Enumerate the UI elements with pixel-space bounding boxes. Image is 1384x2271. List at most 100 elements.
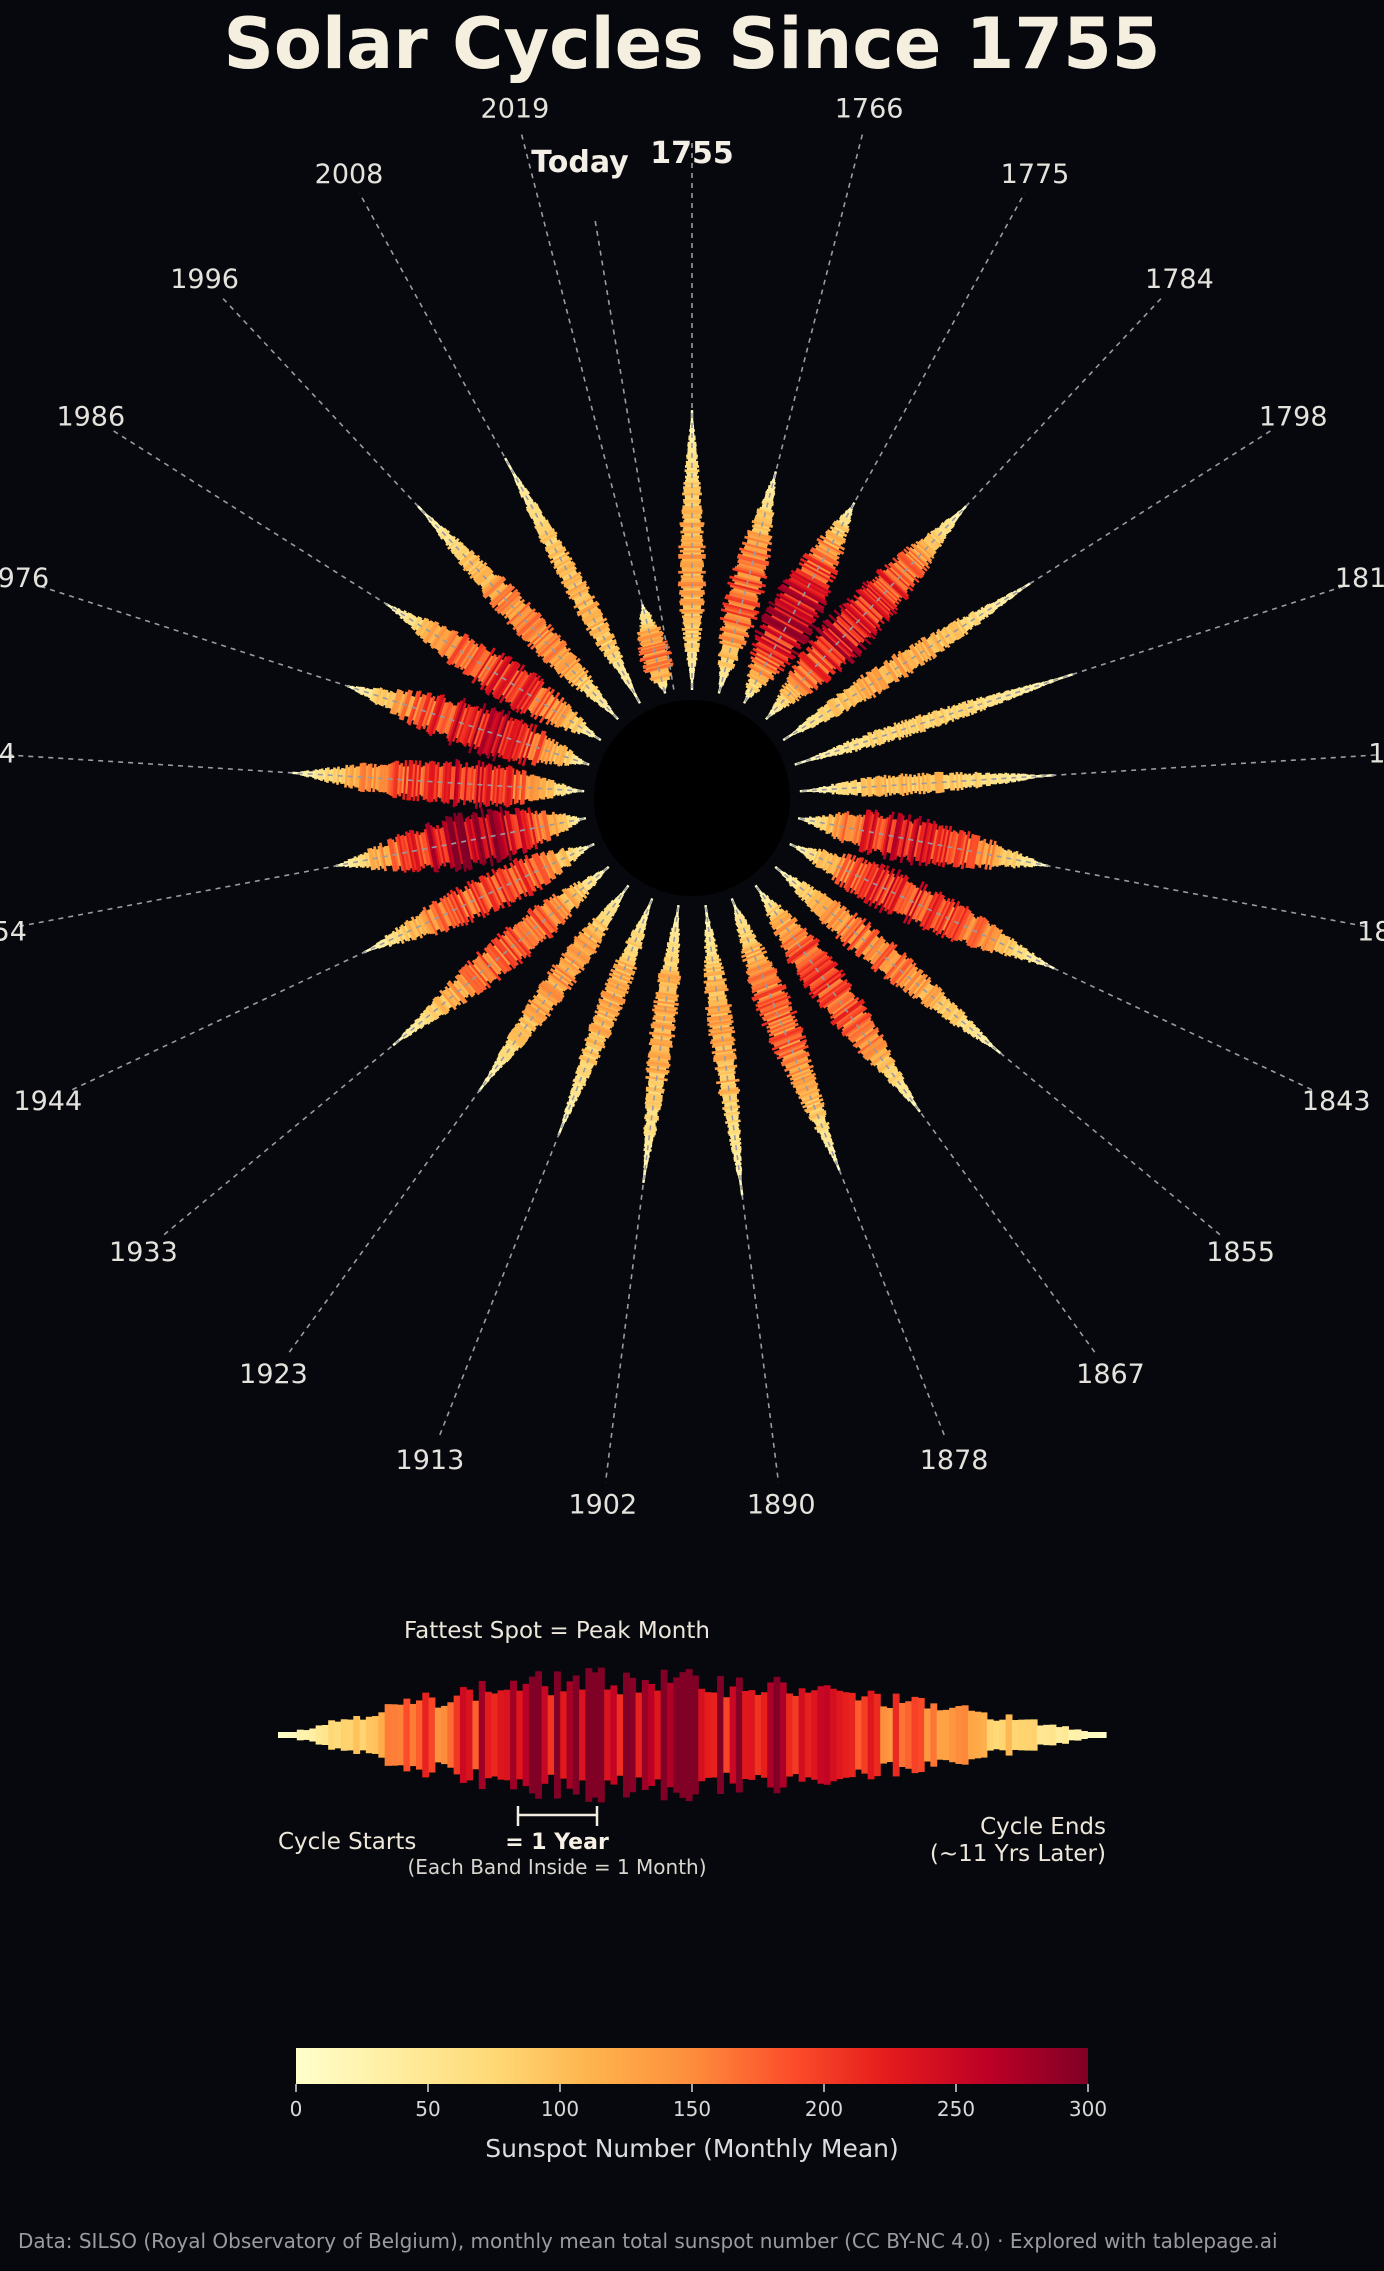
cycle-spike-1923 xyxy=(477,884,630,1092)
legend-month-band xyxy=(704,1692,712,1778)
legend-month-band xyxy=(924,1708,931,1762)
legend-month-band xyxy=(905,1701,913,1769)
colorbar-tick-label: 300 xyxy=(1069,2097,1107,2121)
legend-month-band xyxy=(566,1681,574,1789)
legend-month-band xyxy=(761,1692,768,1778)
colorbar-tick-label: 150 xyxy=(673,2097,711,2121)
cycle-spike-1913 xyxy=(557,897,654,1136)
legend-month-band xyxy=(447,1702,455,1768)
sun-center-disk xyxy=(594,700,790,896)
legend-month-band xyxy=(585,1668,593,1802)
colorbar-tick-label: 200 xyxy=(805,2097,843,2121)
legend-month-band xyxy=(403,1698,411,1772)
legend-month-band xyxy=(679,1672,687,1798)
year-label-1964: 1964 xyxy=(0,738,16,769)
legend-example-spot xyxy=(278,1667,1107,1803)
legend-month-band xyxy=(1037,1725,1044,1745)
leader-line-1878 xyxy=(731,900,947,1440)
legend-month-band xyxy=(754,1694,762,1776)
year-label-1944: 1944 xyxy=(13,1086,82,1117)
legend-month-band xyxy=(1074,1729,1082,1741)
legend-month-band xyxy=(955,1706,963,1764)
year-label-1902: 1902 xyxy=(568,1489,637,1520)
leader-line-1890 xyxy=(705,906,780,1483)
legend-month-band xyxy=(579,1689,586,1781)
leader-line-1798 xyxy=(784,427,1276,740)
leader-line-1823 xyxy=(801,753,1381,792)
legend-month-band xyxy=(516,1690,524,1780)
legend-month-band xyxy=(434,1707,442,1763)
legend-month-band xyxy=(503,1689,511,1781)
colorbar-tick-label: 100 xyxy=(541,2097,579,2121)
legend-month-band xyxy=(510,1680,517,1790)
year-label-1890: 1890 xyxy=(747,1489,816,1520)
legend-month-band xyxy=(610,1685,618,1785)
legend-month-band xyxy=(353,1716,361,1754)
legend-month-band xyxy=(660,1669,668,1801)
colorbar-ticks: 0 50 100 150 200 250 300 xyxy=(290,2084,1107,2121)
legend-month-band xyxy=(278,1732,285,1738)
legend-month-band xyxy=(315,1725,323,1745)
year-label-1986: 1986 xyxy=(56,402,125,433)
legend-month-band xyxy=(1005,1714,1013,1756)
legend-month-band xyxy=(397,1704,405,1766)
legend-month-band xyxy=(830,1688,837,1782)
legend-month-band xyxy=(773,1676,781,1794)
legend-month-band xyxy=(842,1692,850,1778)
cycle-spike-1833 xyxy=(797,809,1049,870)
legend-month-band xyxy=(892,1693,900,1777)
legend-month-band xyxy=(723,1697,731,1773)
leader-line-1913 xyxy=(437,900,653,1440)
legend-month-band xyxy=(873,1693,881,1777)
band-note: (Each Band Inside = 1 Month) xyxy=(407,1855,706,1879)
legend-month-band xyxy=(284,1732,292,1738)
legend-month-band xyxy=(459,1687,467,1783)
legend-month-band xyxy=(685,1668,693,1802)
colorbar-label: Sunspot Number (Monthly Mean) xyxy=(485,2134,899,2163)
footer-credit: Data: SILSO (Royal Observatory of Belgiu… xyxy=(18,2229,1278,2253)
leader-line-1784 xyxy=(766,294,1165,719)
colorbar-tick-label: 0 xyxy=(290,2097,303,2121)
legend-month-band xyxy=(1068,1729,1076,1741)
one-year-scale-label: = 1 Year xyxy=(505,1830,609,1855)
leader-line-1923 xyxy=(285,886,628,1357)
year-label-2019: 2019 xyxy=(481,93,550,124)
legend-month-band xyxy=(535,1671,543,1799)
legend-month-band xyxy=(1062,1726,1069,1744)
legend-month-band xyxy=(1087,1732,1095,1738)
leader-line-1810 xyxy=(796,584,1349,765)
legend-month-band xyxy=(717,1675,724,1795)
year-label-1823: 1823 xyxy=(1368,738,1384,769)
legend-month-band xyxy=(616,1694,624,1776)
legend-month-band xyxy=(641,1679,649,1791)
legend-month-band xyxy=(384,1704,392,1766)
legend-month-band xyxy=(1049,1724,1057,1746)
legend-month-band xyxy=(792,1695,800,1775)
year-label-1923: 1923 xyxy=(239,1359,308,1390)
cycle-spike-1976 xyxy=(346,684,590,767)
legend-month-band xyxy=(309,1728,317,1742)
legend-month-band xyxy=(692,1675,699,1795)
legend-month-band xyxy=(560,1691,568,1779)
legend-month-band xyxy=(478,1680,486,1790)
legend-month-band xyxy=(328,1720,336,1750)
legend-month-band xyxy=(673,1677,681,1793)
one-year-scale-bracket xyxy=(516,1806,599,1826)
legend-month-band xyxy=(604,1689,612,1781)
year-label-1798: 1798 xyxy=(1259,402,1328,433)
legend-month-band xyxy=(372,1716,379,1754)
legend-month-band xyxy=(528,1676,536,1794)
year-label-1775: 1775 xyxy=(1001,159,1070,190)
legend-month-band xyxy=(1099,1732,1107,1738)
legend-month-band xyxy=(340,1719,348,1751)
legend-month-band xyxy=(798,1688,806,1782)
legend-month-band xyxy=(936,1710,944,1760)
legend-month-band xyxy=(296,1729,304,1741)
legend-month-band xyxy=(911,1696,919,1774)
leader-line-1843 xyxy=(791,844,1317,1093)
colorbar: 0 50 100 150 200 250 300 Sunspot Number (Month… xyxy=(290,2048,1107,2163)
legend-month-band xyxy=(899,1702,906,1768)
cycle-year-labels: 1766 1775 1784 1798 1810 1823 1833 1843 1855 1867… xyxy=(0,93,1384,1520)
year-label-1996: 1996 xyxy=(170,264,239,295)
legend-explainer: Fattest Spot = Peak Month Cycle Starts =… xyxy=(278,1618,1107,1879)
